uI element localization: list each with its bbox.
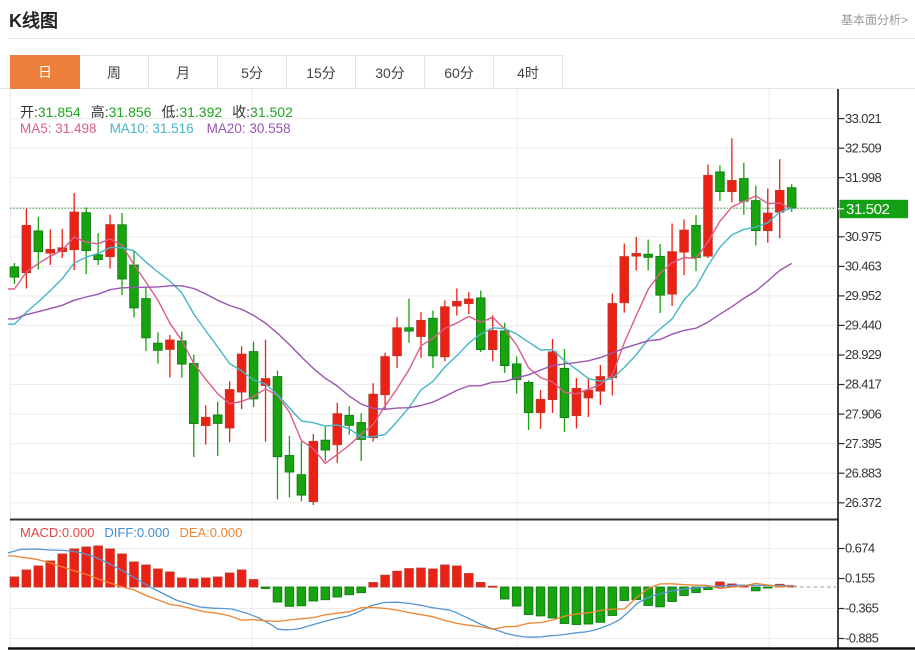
svg-text:26.883: 26.883 xyxy=(845,465,882,480)
svg-text:29.440: 29.440 xyxy=(845,318,882,333)
svg-text:-0.885: -0.885 xyxy=(845,631,879,646)
svg-text:30.975: 30.975 xyxy=(845,229,882,244)
svg-text:33.021: 33.021 xyxy=(845,111,882,126)
svg-text:27.906: 27.906 xyxy=(845,406,882,421)
svg-text:26.372: 26.372 xyxy=(845,495,882,510)
svg-text:31.502: 31.502 xyxy=(846,201,890,218)
svg-text:0.674: 0.674 xyxy=(845,541,875,556)
svg-text:31.998: 31.998 xyxy=(845,170,882,185)
svg-text:0.155: 0.155 xyxy=(845,571,875,586)
svg-text:28.417: 28.417 xyxy=(845,377,882,392)
svg-text:32.509: 32.509 xyxy=(845,140,882,155)
svg-text:29.952: 29.952 xyxy=(845,288,882,303)
svg-text:28.929: 28.929 xyxy=(845,347,882,362)
svg-text:27.395: 27.395 xyxy=(845,436,882,451)
svg-text:-0.365: -0.365 xyxy=(845,601,879,616)
svg-text:30.463: 30.463 xyxy=(845,259,882,274)
